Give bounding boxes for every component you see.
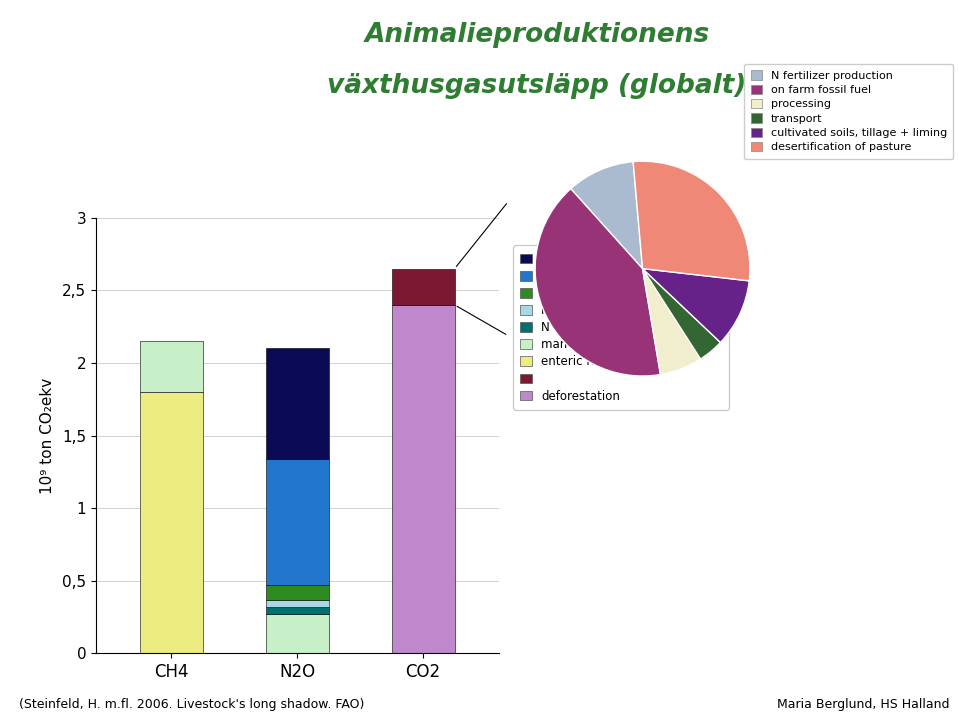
Text: Maria Berglund, HS Halland: Maria Berglund, HS Halland [777,698,949,711]
Text: (Steinfeld, H. m.fl. 2006. Livestock's long shadow. FAO): (Steinfeld, H. m.fl. 2006. Livestock's l… [19,698,364,711]
Bar [391,269,455,305]
Bar [266,348,329,459]
Y-axis label: 10⁹ ton CO₂ekv: 10⁹ ton CO₂ekv [40,378,55,494]
Bar [266,607,329,614]
Text: Animalieproduktionens: Animalieproduktionens [364,22,710,48]
Bar [140,341,203,392]
Legend: indirect manure emission, manure application/deposition, leguminous feed croppin: indirect manure emission, manure applica… [513,245,729,409]
Wedge shape [643,269,720,359]
Bar [391,305,455,653]
Wedge shape [643,269,749,343]
Bar [266,585,329,600]
Bar [140,392,203,653]
Bar [266,600,329,607]
Bar [266,459,329,585]
Wedge shape [633,161,750,281]
Wedge shape [571,162,643,269]
Bar [266,614,329,653]
Wedge shape [643,269,700,375]
Text: växthusgasutsläpp (globalt): växthusgasutsläpp (globalt) [327,73,747,99]
Wedge shape [535,189,661,376]
Legend: N fertilizer production, on farm fossil fuel, processing, transport, cultivated : N fertilizer production, on farm fossil … [744,64,953,159]
